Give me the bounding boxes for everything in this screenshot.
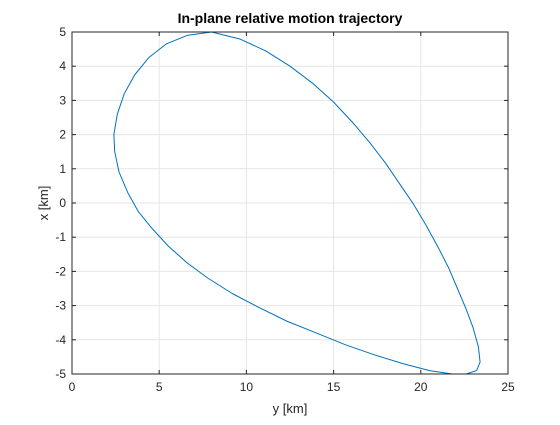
- y-tick-label: -1: [55, 230, 66, 244]
- y-tick-label: 1: [59, 162, 66, 176]
- y-tick-label: 0: [59, 196, 66, 210]
- x-tick-label: 20: [414, 380, 428, 394]
- y-tick-label: 4: [59, 59, 66, 73]
- plot-area: 0 5 10 15 20 25 -5 -4 -3 -2 -1 0 1 2 3 4 5: [55, 25, 515, 394]
- x-tick-label: 25: [501, 380, 515, 394]
- y-tick-label: 2: [59, 128, 66, 142]
- y-tick-label: 5: [59, 25, 66, 39]
- x-axis-label: y [km]: [273, 401, 308, 416]
- y-axis-label: x [km]: [36, 186, 51, 221]
- y-tick-label: 3: [59, 93, 66, 107]
- x-tick-label: 15: [327, 380, 341, 394]
- x-tick-label: 5: [156, 380, 163, 394]
- y-tick-label: -5: [55, 367, 66, 381]
- y-tick-label: -2: [55, 264, 66, 278]
- x-tick-label: 10: [240, 380, 254, 394]
- x-tick-label: 0: [69, 380, 76, 394]
- y-tick-label: -3: [55, 299, 66, 313]
- chart-title: In-plane relative motion trajectory: [178, 10, 403, 26]
- y-tick-label: -4: [55, 333, 66, 347]
- trajectory-line: [113, 31, 481, 375]
